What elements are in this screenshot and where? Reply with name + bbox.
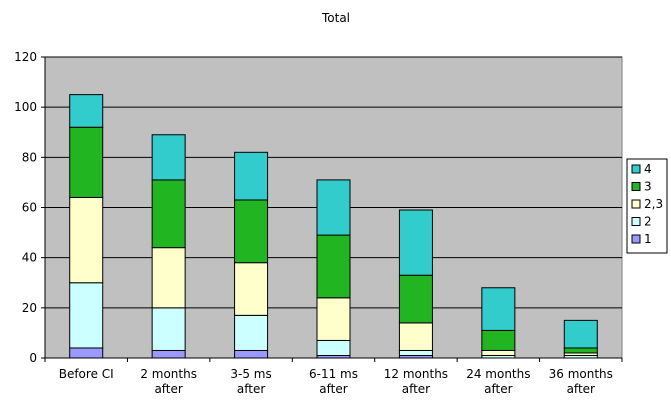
legend-swatch	[631, 199, 641, 209]
legend-label: 4	[644, 162, 652, 176]
bar-segment	[563, 319, 598, 349]
x-category-label-line: after	[402, 382, 430, 396]
bar-segment	[69, 196, 104, 284]
bar-segment	[69, 126, 104, 198]
bar-segment	[234, 151, 269, 201]
legend-swatch	[631, 182, 641, 191]
bar-segment	[481, 287, 516, 331]
bar-segment	[563, 347, 598, 354]
y-tick-label: 40	[22, 251, 37, 265]
x-category-label: Before CI	[59, 367, 114, 381]
bar-segment	[151, 134, 186, 181]
x-category-label-line: after	[154, 382, 182, 396]
legend-swatch	[631, 164, 641, 174]
x-category-label: 2 months after	[140, 367, 197, 396]
bar-segment	[234, 199, 269, 264]
y-tick-label: 60	[22, 201, 37, 215]
x-category-label-line: 6-11 ms	[309, 367, 358, 381]
x-category-label-line: after	[484, 382, 512, 396]
bar-segment	[234, 262, 269, 316]
bar-segment	[316, 339, 351, 356]
x-category-label: 36 months after	[549, 367, 613, 396]
x-category-label-line: after	[567, 382, 595, 396]
x-category-label-line: 36 months	[549, 367, 613, 381]
bar-segment	[69, 94, 104, 128]
x-category-label: 3-5 ms after	[230, 367, 271, 396]
plot-area	[44, 56, 623, 359]
bar-segment	[316, 179, 351, 236]
bar-segment	[481, 349, 516, 356]
bar-segment	[481, 329, 516, 351]
bar-segment	[151, 349, 186, 359]
bar-segment	[316, 297, 351, 341]
bar-segment	[151, 179, 186, 249]
legend-label: 1	[644, 232, 652, 246]
legend-label: 2	[644, 215, 652, 229]
bar-segment	[234, 349, 269, 359]
legend-label: 3	[644, 180, 652, 194]
y-tick-label: 100	[14, 100, 37, 114]
y-tick-label: 120	[14, 50, 37, 64]
x-category-label: 24 months after	[466, 367, 530, 396]
bar-segment	[69, 282, 104, 349]
x-category-label: 6-11 ms after	[309, 367, 358, 396]
bar-segment	[398, 322, 433, 351]
x-category-label-line: 24 months	[466, 367, 530, 381]
legend-label: 2,3	[644, 197, 663, 211]
x-category-label-line: after	[237, 382, 265, 396]
chart-title: Total	[321, 11, 350, 25]
legend: 4 3 2,3 2 1	[626, 158, 668, 254]
bar-segment	[398, 349, 433, 356]
x-category-label-line: 2 months	[140, 367, 197, 381]
x-category-label-line: 3-5 ms	[230, 367, 271, 381]
bar-segment	[398, 209, 433, 276]
x-category-label-line: 12 months	[384, 367, 448, 381]
bar-segment	[234, 314, 269, 351]
bar-segment	[316, 234, 351, 299]
x-category-label-line: after	[319, 382, 347, 396]
bar-segment	[151, 247, 186, 309]
bar-segment	[151, 307, 186, 351]
x-category-label: 12 months after	[384, 367, 448, 396]
legend-swatch	[631, 234, 641, 244]
x-category-label-line: Before CI	[59, 367, 114, 381]
bar-segment	[69, 347, 104, 359]
bar-segment	[398, 274, 433, 324]
legend-swatch	[631, 217, 641, 226]
y-tick-label: 0	[29, 351, 37, 365]
y-tick-label: 20	[22, 301, 37, 315]
y-tick-label: 80	[22, 150, 37, 164]
